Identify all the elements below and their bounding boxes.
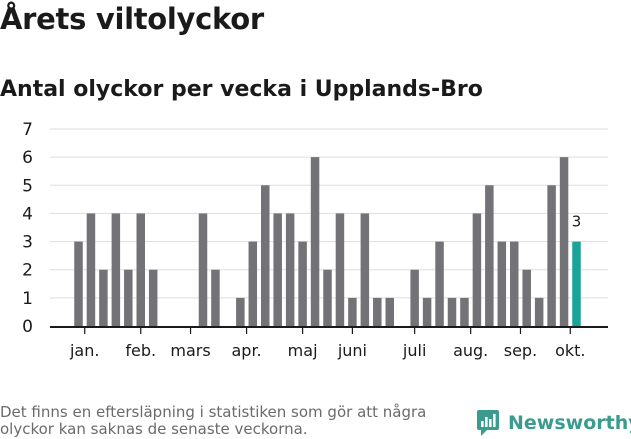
bar — [522, 269, 531, 326]
bar — [136, 213, 145, 326]
bar — [472, 213, 482, 326]
chart-subtitle: Antal olyckor per vecka i Upplands-Bro — [0, 77, 483, 102]
x-tick-label: jan. — [69, 341, 99, 360]
bar — [86, 213, 96, 326]
y-tick-label: 5 — [22, 176, 33, 196]
bar — [298, 241, 307, 326]
bar — [534, 297, 544, 326]
y-tick-label: 0 — [22, 317, 33, 337]
newsworthy-logo-icon — [477, 410, 499, 436]
bar — [99, 269, 108, 326]
bar — [447, 297, 457, 326]
bar — [385, 297, 394, 326]
bar — [310, 157, 320, 326]
bar — [148, 269, 158, 326]
y-tick-label: 2 — [22, 261, 33, 281]
x-tick-label: juli — [402, 341, 426, 360]
bar — [111, 213, 121, 326]
bar — [74, 241, 83, 326]
bar — [360, 213, 370, 326]
bar — [211, 269, 220, 326]
bar — [485, 185, 494, 326]
bar — [236, 297, 245, 326]
y-tick-label: 3 — [22, 233, 33, 253]
bar — [335, 213, 345, 326]
x-tick-label: feb. — [125, 341, 156, 360]
bar — [261, 185, 270, 326]
bar — [198, 213, 208, 326]
bar — [497, 241, 507, 326]
bar — [285, 213, 295, 326]
x-tick-label: okt. — [555, 341, 585, 360]
x-tick-label: sep. — [504, 341, 537, 360]
bar — [348, 297, 357, 326]
y-tick-label: 1 — [22, 289, 33, 309]
bar — [572, 241, 581, 326]
x-tick-label: juni — [337, 341, 367, 360]
bar — [273, 213, 282, 326]
bar — [547, 185, 556, 326]
chart-title: Årets viltolyckor — [0, 2, 264, 36]
x-tick-label: mars — [170, 341, 210, 360]
y-tick-label: 6 — [22, 148, 33, 168]
bar — [124, 269, 133, 326]
bar — [248, 241, 258, 326]
brand[interactable]: Newsworthy — [476, 409, 631, 437]
footnote: Det finns en eftersläpning i statistiken… — [0, 403, 427, 438]
x-tick-label: aug. — [453, 341, 488, 360]
bar — [323, 269, 332, 326]
bar — [460, 297, 469, 326]
bar — [422, 297, 432, 326]
data-label: 3 — [572, 213, 582, 231]
bar — [510, 241, 519, 326]
bar — [435, 241, 444, 326]
x-tick-label: maj — [288, 341, 318, 360]
y-tick-label: 7 — [22, 120, 33, 140]
bar — [410, 269, 419, 326]
brand-name: Newsworthy — [508, 412, 631, 434]
x-tick-label: apr. — [231, 341, 261, 360]
y-tick-label: 4 — [22, 204, 33, 224]
bar — [373, 297, 382, 326]
bar-chart: 0 1 2 3 4 5 6 7 3 jan. feb. mars apr. maj juni juli aug.… — [22, 120, 608, 360]
bar — [559, 157, 569, 326]
